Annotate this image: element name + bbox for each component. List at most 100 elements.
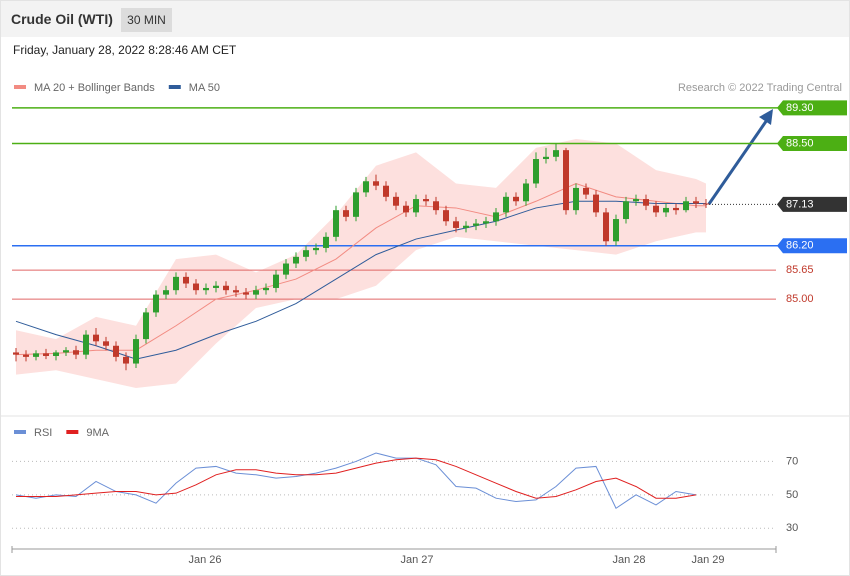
candle-body [583, 187, 589, 195]
candle-body [253, 290, 259, 295]
candle-body [673, 207, 679, 211]
candle-body [563, 150, 569, 211]
candle-body [133, 339, 139, 364]
candle-body [223, 285, 229, 291]
candle-body [603, 212, 609, 242]
level-label: 88.50 [786, 137, 814, 149]
candle-body [573, 187, 579, 211]
candle-body [463, 225, 469, 228]
level-tag [777, 238, 847, 254]
candle-body [303, 250, 309, 257]
candle-body [63, 350, 69, 353]
candle-body [513, 196, 519, 202]
candle-body [283, 263, 289, 275]
candle-body [333, 210, 339, 237]
candle-body [343, 210, 349, 217]
candle-body [683, 201, 689, 211]
candle-body [543, 156, 549, 160]
legend-swatch [14, 430, 26, 434]
candle-body [663, 207, 669, 213]
candle-body [273, 274, 279, 288]
candle-body [13, 352, 19, 355]
candle-body [293, 256, 299, 264]
legend-swatch [66, 430, 79, 434]
candle-body [703, 203, 709, 205]
y-tick-label: 30 [786, 522, 798, 534]
timeframe-button[interactable]: 30 MIN [121, 8, 172, 32]
candle-body [153, 294, 159, 313]
level-label: 86.20 [786, 240, 814, 252]
candle-body [163, 290, 169, 295]
candle-body [373, 181, 379, 186]
timestamp: Friday, January 28, 2022 8:28:46 AM CET [13, 43, 237, 57]
candle-body [263, 287, 269, 291]
candle-body [73, 350, 79, 355]
level-label: 87.13 [786, 198, 814, 210]
candle-body [83, 334, 89, 355]
candle-body [233, 290, 239, 293]
candle-body [203, 287, 209, 291]
candle-body [23, 354, 29, 357]
header: Crude Oil (WTI) 30 MIN [1, 1, 849, 37]
candle-body [493, 212, 499, 222]
level-tag [777, 196, 847, 212]
instrument-title: Crude Oil (WTI) [11, 11, 113, 27]
x-tick-label: Jan 26 [188, 554, 221, 566]
candle-body [193, 283, 199, 291]
candle-body [473, 223, 479, 226]
candle-body [433, 201, 439, 211]
candle-body [613, 219, 619, 242]
candle-body [383, 185, 389, 197]
level-label: 85.00 [786, 293, 814, 305]
y-tick-label: 50 [786, 489, 798, 501]
candle-body [413, 199, 419, 213]
candle-body [143, 312, 149, 340]
candle-body [363, 181, 369, 193]
candle-body [43, 353, 49, 356]
candle-body [443, 210, 449, 222]
candle-body [213, 285, 219, 288]
x-tick-label: Jan 29 [691, 554, 724, 566]
legend-label: MA 20 + Bollinger Bands [34, 82, 155, 94]
x-tick-label: Jan 27 [400, 554, 433, 566]
candle-body [693, 201, 699, 204]
level-tag [777, 135, 847, 151]
level-label: 89.30 [786, 102, 814, 114]
level-tag [777, 100, 847, 116]
candle-body [53, 352, 59, 356]
candle-body [653, 205, 659, 213]
candle-body [173, 276, 179, 291]
candle-body [503, 196, 509, 213]
candle-body [523, 183, 529, 202]
candle-body [243, 292, 249, 295]
rsi-line [15, 452, 697, 509]
candle-body [393, 196, 399, 206]
candle-body [553, 150, 559, 157]
candle-body [113, 345, 119, 357]
level-label: 85.65 [786, 264, 814, 276]
legend-swatch [168, 85, 181, 89]
candle-body [633, 199, 639, 202]
candle-body [643, 199, 649, 206]
candle-body [33, 353, 39, 357]
candle-body [323, 236, 329, 248]
candle-body [403, 205, 409, 213]
legend-swatch [14, 85, 26, 89]
candle-body [423, 199, 429, 202]
candle-body [123, 356, 129, 364]
legend-label: RSI [34, 427, 52, 439]
candle-body [623, 201, 629, 220]
candle-body [593, 194, 599, 213]
candle-body [453, 221, 459, 228]
candle-body [313, 247, 319, 251]
candle-body [533, 159, 539, 184]
candle-body [483, 221, 489, 224]
projection-arrow [707, 116, 771, 205]
candle-body [353, 192, 359, 217]
x-tick-label: Jan 28 [612, 554, 645, 566]
arrow-head [759, 109, 773, 125]
candle-body [93, 334, 99, 342]
candle-body [183, 276, 189, 284]
